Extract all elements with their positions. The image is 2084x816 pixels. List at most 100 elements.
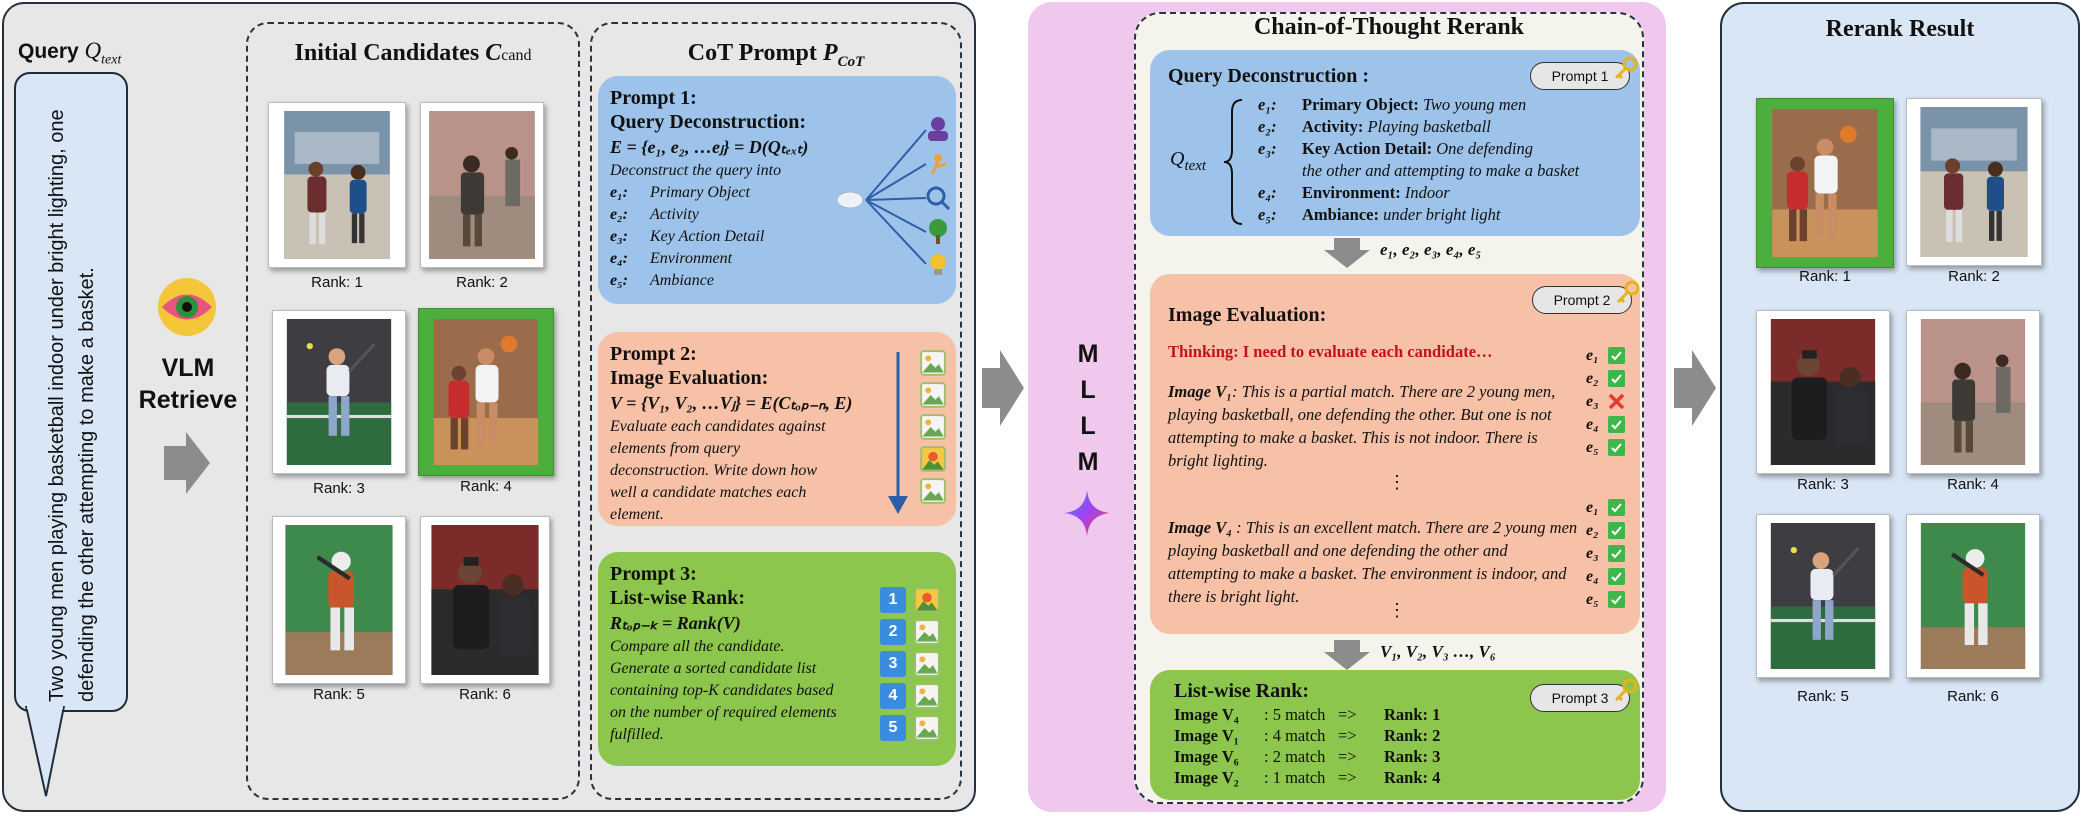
rank-number-badge: 4	[880, 683, 906, 709]
element-label: Activity	[650, 206, 699, 223]
qd-row: e₂: Activity: Playing basketball	[1258, 116, 1579, 138]
ranked-list-row: 3	[880, 648, 952, 680]
qd-name: Environment:	[1302, 183, 1401, 202]
result-image-1-highlighted[interactable]	[1756, 98, 1894, 268]
element-label: Ambiance	[650, 272, 714, 289]
qd-name: Activity:	[1302, 117, 1364, 136]
checklist-row: e₁	[1586, 496, 1625, 519]
check-key: e₅	[1586, 591, 1599, 608]
cot-prompt-title: CoT Prompt PCoT	[590, 40, 962, 71]
vlm-retrieve-label: VLM Retrieve	[128, 352, 248, 416]
image-thumbnail-icon	[914, 619, 940, 645]
prompt-1-equation: E = {e₁, e₂, …eⱼ} = D(Qₜₑₓₜ)	[610, 137, 809, 157]
result-image-4[interactable]	[1906, 310, 2040, 474]
candidate-image-6[interactable]	[420, 516, 550, 684]
rank-row-rank: Rank: 4	[1384, 768, 1441, 787]
checklist-row: e₅	[1586, 436, 1625, 459]
qd-q-sub: text	[1184, 158, 1207, 174]
candidates-symbol: C	[485, 40, 502, 66]
qd-value: under bright light	[1379, 205, 1501, 224]
candidate-rank-3: Rank: 3	[313, 480, 365, 497]
tree-icon	[929, 219, 947, 244]
prompt-2-heading: Prompt 2:	[610, 343, 697, 365]
ranked-list-row: 2	[880, 616, 952, 648]
result-image-6[interactable]	[1906, 514, 2040, 678]
ranked-list-row: 5	[880, 712, 952, 744]
prompt-1-tag-label: Prompt 1	[1551, 68, 1609, 84]
query-text: Two young men playing basketball indoor …	[46, 109, 98, 702]
result-image-2[interactable]	[1906, 98, 2042, 266]
check-icon	[1608, 370, 1625, 388]
v1-checklist: e₁ e₂ e₃ e₄ e₅	[1586, 344, 1625, 459]
flow-arrow-2	[982, 350, 1024, 426]
result-photo-3	[1765, 319, 1881, 465]
checklist-row: e₁	[1586, 344, 1625, 367]
key-icon	[1613, 677, 1639, 703]
ranked-list-row: 4	[880, 680, 952, 712]
prompt-1-subheading: Query Deconstruction:	[610, 111, 807, 133]
qd-value: the other and attempting to make a baske…	[1302, 161, 1580, 180]
ranked-list-icons: 1 2 3 4 5	[880, 584, 952, 744]
prompt-1-element: e₄: Environment	[610, 248, 944, 270]
rank-row-rank: Rank: 2	[1384, 726, 1441, 745]
image-v4-evaluation: Image V₄ : This is an excellent match. T…	[1168, 516, 1578, 608]
candidate-rank-2: Rank: 2	[456, 274, 508, 291]
mllm-letter: L	[1080, 376, 1096, 404]
prompt-3-subheading: List-wise Rank:	[610, 587, 746, 609]
cot-title-text: CoT Prompt	[687, 40, 823, 66]
check-key: e₃	[1586, 545, 1599, 562]
prompt-1-element: e₁: Primary Object	[610, 182, 944, 204]
rank-row-image: Image V₁	[1174, 726, 1239, 745]
check-key: e₁	[1586, 347, 1599, 364]
image-thumbnail-icon	[914, 651, 940, 677]
sparkle-logo-icon	[1064, 490, 1110, 536]
result-photo-4	[1915, 319, 2031, 465]
candidate-image-5[interactable]	[272, 516, 406, 684]
element-key: e₂:	[610, 206, 629, 223]
rank-number-badge: 5	[880, 715, 906, 741]
flow-arrow-1	[164, 432, 210, 494]
qd-name: Ambiance:	[1302, 205, 1379, 224]
qd-name: Key Action Detail:	[1302, 139, 1433, 158]
flow-arrow-3	[1674, 350, 1716, 426]
checklist-row: e₃	[1586, 390, 1625, 413]
prompt-2-tag-label: Prompt 2	[1553, 292, 1611, 308]
checklist-row: e₂	[1586, 519, 1625, 542]
candidate-image-1[interactable]	[268, 102, 406, 268]
checklist-row: e₄	[1586, 413, 1625, 436]
down-arrow-2	[1324, 640, 1370, 670]
evaluation-image-stack	[888, 350, 946, 514]
image-thumbnail-icon	[914, 587, 940, 613]
query-symbol-main: Q	[84, 38, 102, 63]
query-title: Query Qtext	[18, 38, 121, 69]
element-label: Environment	[650, 250, 733, 267]
result-rank-4: Rank: 4	[1947, 476, 1999, 493]
check-icon	[1608, 522, 1625, 540]
image-v1-evaluation: Image V₁: This is a partial match. There…	[1168, 380, 1578, 472]
element-label: Primary Object	[650, 184, 750, 201]
qd-value: Playing basketball	[1363, 117, 1491, 136]
prompt-3-equation: Rₜₒₚ₋ₖ = Rank(V)	[610, 613, 741, 633]
eye-icon	[158, 278, 216, 336]
candidate-image-4-highlighted[interactable]	[418, 308, 554, 476]
qd-rows: e₁: Primary Object: Two young men e₂: Acti…	[1258, 94, 1579, 226]
checklist-row: e₃	[1586, 542, 1625, 565]
image-v1-text: : This is a partial match. There are 2 y…	[1168, 382, 1556, 470]
v4-checklist: e₁ e₂ e₃ e₄ e₅	[1586, 496, 1625, 611]
candidate-rank-6: Rank: 6	[459, 686, 511, 703]
qd-value: One defending	[1432, 139, 1533, 158]
candidate-image-3[interactable]	[272, 310, 406, 474]
candidate-image-2[interactable]	[420, 102, 544, 268]
check-key: e₂	[1586, 522, 1599, 539]
rerank-result-title: Rerank Result	[1825, 16, 1975, 42]
result-image-5[interactable]	[1756, 514, 1890, 678]
rank-row-count: : 2 match	[1264, 747, 1326, 766]
checklist-row: e₄	[1586, 565, 1625, 588]
prompt-1-element: e₂: Activity	[610, 204, 944, 226]
initial-candidates-title: Initial Candidates Ccand	[246, 40, 580, 67]
mllm-letter: M	[1077, 340, 1099, 368]
element-label: Key Action Detail	[650, 228, 765, 245]
query-symbol: Qtext	[84, 38, 122, 68]
cot-title-symbol-sub: CoT	[837, 53, 865, 70]
result-image-3[interactable]	[1756, 310, 1890, 474]
